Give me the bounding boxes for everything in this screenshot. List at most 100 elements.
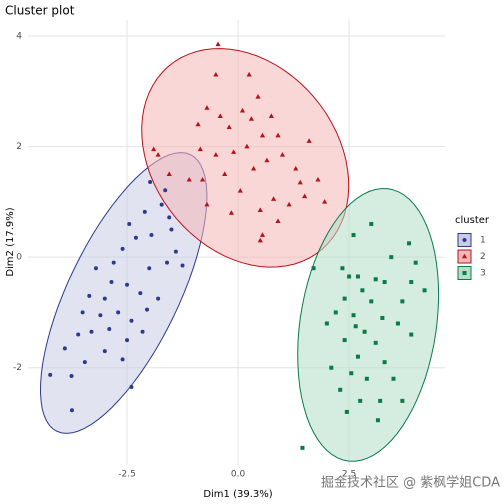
point: [297, 179, 303, 185]
point: [373, 277, 378, 282]
point: [333, 310, 338, 315]
point: [375, 418, 380, 423]
point: [231, 149, 237, 154]
point: [378, 398, 383, 403]
point: [140, 329, 145, 334]
point: [250, 165, 257, 171]
point: [239, 107, 246, 113]
legend-label: 1: [480, 236, 486, 246]
point: [342, 338, 347, 343]
point: [80, 310, 85, 315]
point: [186, 176, 192, 182]
point: [228, 210, 234, 215]
point: [197, 146, 203, 152]
x-tick-label: -2.5: [118, 470, 136, 480]
point: [380, 315, 385, 320]
legend-label: 3: [480, 269, 486, 279]
point: [248, 116, 254, 121]
point: [362, 329, 367, 334]
point: [213, 71, 219, 77]
point: [222, 171, 228, 177]
point: [165, 260, 169, 265]
legend-symbol: [462, 238, 467, 242]
point: [109, 280, 114, 285]
point: [268, 113, 274, 118]
point: [264, 157, 270, 163]
point: [360, 288, 365, 293]
point: [147, 266, 152, 271]
point: [204, 201, 210, 207]
point: [338, 387, 343, 392]
point: [120, 246, 125, 251]
point: [400, 398, 405, 403]
point: [257, 237, 263, 243]
x-axis-label: Dim1 (39.3%): [203, 489, 272, 500]
legend-symbol: [462, 271, 467, 275]
point: [89, 329, 94, 334]
point: [149, 233, 154, 238]
point: [391, 376, 396, 381]
point: [180, 263, 185, 268]
point: [93, 266, 98, 271]
point: [322, 199, 328, 204]
y-tick-label: 0: [16, 253, 22, 263]
point: [62, 346, 67, 351]
chart-title: Cluster plot: [5, 4, 75, 18]
point: [413, 260, 418, 265]
point: [270, 196, 277, 201]
point: [169, 227, 174, 232]
watermark-bg: [292, 472, 504, 494]
point: [159, 202, 164, 207]
point: [48, 372, 53, 377]
point: [82, 360, 87, 365]
point: [389, 255, 394, 260]
point: [373, 340, 378, 345]
point: [353, 324, 358, 329]
point: [349, 371, 354, 376]
point: [111, 260, 116, 265]
point: [204, 105, 210, 110]
point: [257, 207, 263, 212]
point: [286, 201, 292, 207]
point: [237, 188, 243, 193]
point: [259, 232, 266, 237]
point: [351, 313, 356, 318]
point: [302, 193, 308, 199]
point: [145, 307, 150, 312]
point: [358, 398, 363, 403]
point: [138, 291, 143, 296]
ellipses: [39, 48, 440, 462]
point: [217, 113, 223, 118]
point: [409, 280, 414, 285]
cluster-ellipse: [297, 188, 440, 462]
point: [369, 221, 374, 226]
point: [127, 221, 132, 226]
point: [195, 121, 201, 127]
point: [69, 408, 74, 413]
point: [407, 241, 412, 246]
point: [215, 41, 221, 47]
point: [279, 152, 286, 157]
x-tick-label: 0.0: [231, 470, 246, 480]
y-tick-label: 4: [16, 32, 22, 42]
point: [340, 266, 345, 271]
point: [142, 209, 147, 214]
point: [306, 138, 312, 143]
point: [409, 332, 414, 337]
point: [351, 233, 356, 238]
point: [275, 218, 281, 224]
point: [148, 179, 153, 184]
point: [125, 282, 130, 287]
point: [116, 310, 121, 315]
cluster-ellipse: [39, 152, 208, 434]
legend-title: cluster: [455, 215, 490, 226]
point: [98, 313, 103, 318]
point: [315, 176, 321, 182]
point: [275, 132, 281, 138]
legend-label: 2: [480, 252, 486, 262]
watermark: 掘金技术社区 @ 紫枫学姐CDA: [321, 475, 500, 491]
y-tick-label: 2: [16, 142, 22, 152]
point: [355, 274, 360, 279]
y-tick-label: -2: [13, 363, 22, 373]
point: [329, 365, 334, 370]
